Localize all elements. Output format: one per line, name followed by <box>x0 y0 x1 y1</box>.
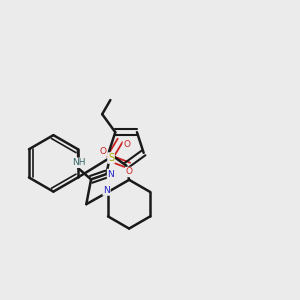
Text: O: O <box>123 140 130 149</box>
Text: N: N <box>108 169 114 178</box>
Text: S: S <box>108 153 114 163</box>
Text: NH: NH <box>72 158 86 167</box>
Text: O: O <box>125 167 133 176</box>
Text: O: O <box>100 147 107 156</box>
Text: N: N <box>103 186 110 195</box>
